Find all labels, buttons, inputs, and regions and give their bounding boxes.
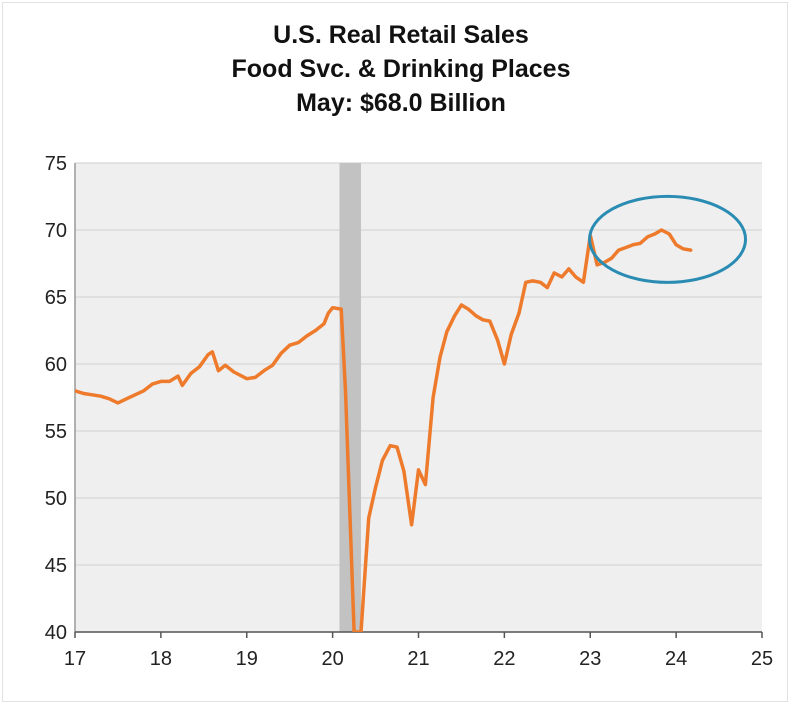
- chart-frame: [2, 2, 788, 702]
- x-tick-label: 20: [322, 648, 344, 670]
- plot-area: [75, 163, 762, 632]
- x-tick-label: 24: [665, 648, 687, 670]
- x-tick-label: 25: [751, 648, 773, 670]
- y-tick-label: 60: [45, 354, 67, 376]
- chart-subtitle: Food Svc. & Drinking Places: [231, 55, 571, 83]
- x-tick-label: 19: [236, 648, 258, 670]
- x-tick-label: 17: [64, 648, 86, 670]
- series-line: [75, 228, 693, 632]
- y-tick-label: 55: [45, 421, 67, 443]
- x-tick-label: 23: [579, 648, 601, 670]
- chart-titles: U.S. Real Retail Sales Food Svc. & Drink…: [0, 18, 802, 120]
- chart-subtitle-value: May: $68.0 Billion: [296, 89, 506, 117]
- chart-title: U.S. Real Retail Sales: [273, 21, 529, 49]
- x-tick-label: 18: [150, 648, 172, 670]
- y-tick-label: 65: [45, 287, 67, 309]
- highlight-circle: [588, 194, 748, 284]
- x-tick-label: 21: [407, 648, 429, 670]
- y-tick-label: 70: [45, 220, 67, 242]
- y-tick-label: 50: [45, 488, 67, 510]
- y-tick-label: 40: [45, 622, 67, 644]
- recession-band: [339, 163, 361, 632]
- x-tick-label: 22: [493, 648, 515, 670]
- y-tick-label: 45: [45, 555, 67, 577]
- y-tick-label: 75: [45, 153, 67, 175]
